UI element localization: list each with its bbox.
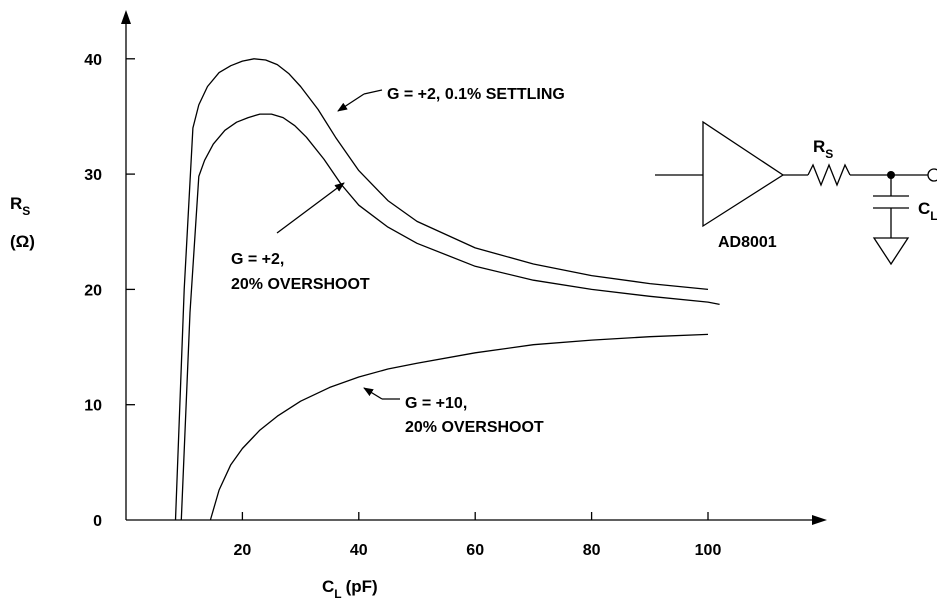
amplifier-label: AD8001 <box>718 234 777 251</box>
x-tick-label: 40 <box>350 542 368 559</box>
y-tick-label: 30 <box>84 167 102 184</box>
annotation-overshoot-g2-line2: 20% OVERSHOOT <box>231 276 370 293</box>
y-tick-label: 10 <box>84 398 102 415</box>
x-tick-label: 100 <box>695 542 722 559</box>
ground-symbol <box>872 237 910 266</box>
cap-label: CL <box>918 199 937 223</box>
annotation-overshoot-g10-line1: G = +10, <box>405 395 467 412</box>
amplifier-triangle <box>702 120 785 228</box>
resistor-label: RS <box>813 137 833 161</box>
annotation-settling-arrow <box>337 93 365 112</box>
y-axis-unit: (Ω) <box>10 232 35 251</box>
annotation-overshoot-g10-line2: 20% OVERSHOOT <box>405 419 544 436</box>
series-g2-settling-line <box>174 58 709 521</box>
annotation-settling-leader <box>363 89 383 95</box>
series-g10-overshoot-line <box>209 333 709 521</box>
x-tick-label: 60 <box>466 542 484 559</box>
x-tick-label: 80 <box>583 542 601 559</box>
x-axis-title: CL (pF) <box>322 577 378 601</box>
y-axis-arrow <box>121 10 131 24</box>
annotation-overshoot-g10-arrow <box>363 387 383 400</box>
series-group <box>174 58 720 521</box>
x-tick-label: 20 <box>234 542 252 559</box>
schematic: AD8001 RS CL <box>655 120 937 266</box>
annotation-overshoot-g2-line1: G = +2, <box>231 251 284 268</box>
y-axis-title: RS <box>10 194 30 218</box>
annotation-settling: G = +2, 0.1% SETTLING <box>387 86 565 103</box>
y-ticks: 0 10 20 30 40 <box>84 52 135 530</box>
resistor-rs <box>807 163 851 187</box>
x-axis-arrow <box>812 515 827 525</box>
y-tick-label: 40 <box>84 52 102 69</box>
output-terminal <box>927 168 937 182</box>
series-g2-overshoot-line <box>180 113 720 521</box>
annotation-overshoot-g2-arrow <box>276 182 345 234</box>
x-ticks: 20 40 60 80 100 <box>234 512 722 559</box>
y-tick-label: 0 <box>93 513 102 530</box>
y-tick-label: 20 <box>84 282 102 299</box>
